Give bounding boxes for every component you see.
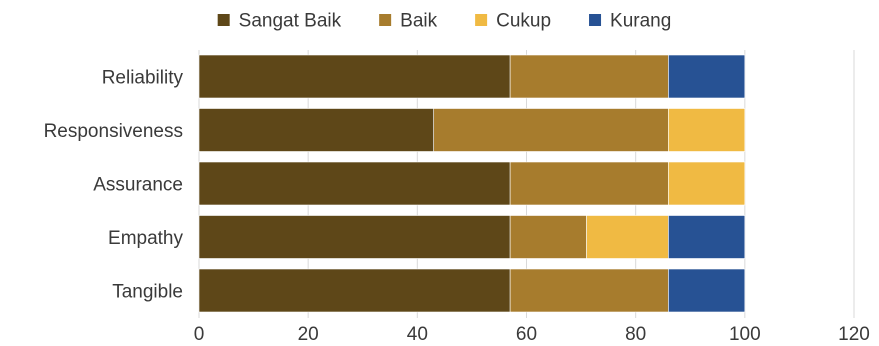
x-tick-label: 20 (298, 324, 319, 345)
bar-assurance-sangat-baik (198, 161, 511, 206)
bar-responsiveness-baik (433, 108, 669, 152)
x-tick-label: 60 (516, 324, 537, 345)
category-label-assurance: Assurance (93, 175, 183, 196)
legend-swatch (475, 14, 488, 26)
bar-empathy-baik (509, 215, 587, 259)
category-axis: Reliability Responsiveness Assurance Empath… (44, 68, 184, 303)
bar-reliability-sangat-baik (198, 54, 511, 99)
legend-swatch (217, 14, 230, 26)
bar-tangible-sangat-baik (198, 268, 511, 313)
bar-reliability-kurang (668, 54, 746, 99)
bar-tangible-kurang (668, 268, 746, 313)
legend-label: Cukup (496, 11, 551, 32)
legend-swatch (589, 14, 602, 26)
bar-assurance-baik (509, 161, 669, 206)
legend-item-baik: Baik (379, 11, 438, 32)
category-label-tangible: Tangible (112, 282, 183, 303)
legend: Sangat Baik Baik Cukup Kurang (217, 11, 671, 32)
bars (198, 54, 746, 313)
bar-empathy-sangat-baik (198, 215, 511, 259)
bar-tangible-baik (509, 268, 669, 313)
x-tick-label: 0 (194, 324, 205, 345)
legend-item-kurang: Kurang (589, 11, 671, 32)
bar-assurance-cukup (668, 161, 746, 206)
category-label-reliability: Reliability (102, 68, 184, 89)
bar-empathy-cukup (586, 215, 669, 259)
legend-label: Kurang (610, 11, 671, 32)
x-tick-label: 120 (838, 324, 870, 345)
bar-empathy-kurang (668, 215, 746, 259)
legend-item-sangat-baik: Sangat Baik (217, 11, 342, 32)
value-axis: 0 20 40 60 80 100 120 (194, 324, 870, 345)
bar-reliability-baik (509, 54, 669, 99)
x-tick-label: 80 (625, 324, 646, 345)
legend-label: Sangat Baik (239, 11, 342, 32)
legend-label: Baik (400, 11, 437, 32)
bar-responsiveness-cukup (668, 108, 746, 152)
x-tick-label: 100 (729, 324, 761, 345)
bar-responsiveness-sangat-baik (198, 108, 435, 152)
x-tick-label: 40 (407, 324, 428, 345)
legend-swatch (379, 14, 392, 26)
category-label-empathy: Empathy (108, 228, 183, 249)
legend-item-cukup: Cukup (475, 11, 551, 32)
category-label-responsiveness: Responsiveness (44, 121, 183, 142)
